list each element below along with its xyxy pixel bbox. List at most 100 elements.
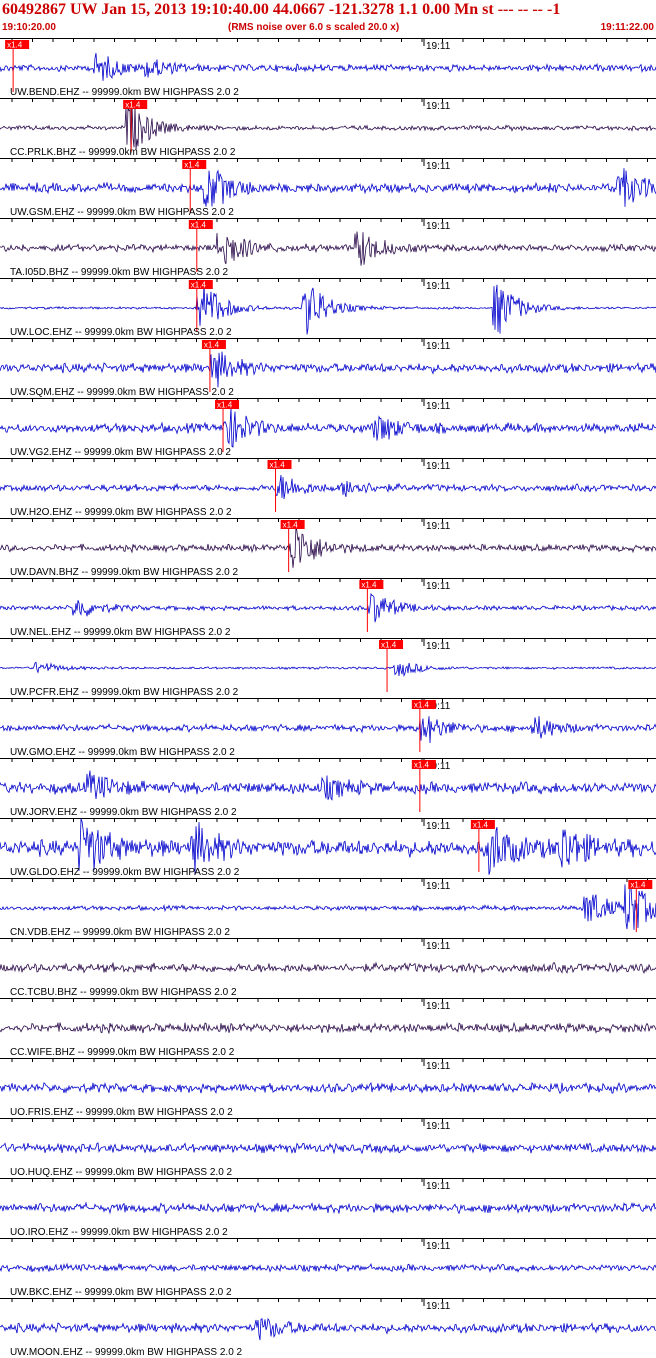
scaling-note: (RMS noise over 6.0 s scaled 20.0 x) xyxy=(228,22,400,33)
station-label: UW.BKC.EHZ -- 99999.0km BW HIGHPASS 2.0 … xyxy=(10,1287,232,1298)
waveform xyxy=(0,1317,656,1341)
station-label: UW.VG2.EHZ -- 99999.0km BW HIGHPASS 2.0 … xyxy=(10,447,231,458)
minute-tick-label: 19:11 xyxy=(426,1181,451,1192)
station-label: UW.PCFR.EHZ -- 99999.0km BW HIGHPASS 2.0… xyxy=(10,687,239,698)
station-label: UW.SQM.EHZ -- 99999.0km BW HIGHPASS 2.0 … xyxy=(10,387,234,398)
trace-panel: 19:11 x1.4 UW.PCFR.EHZ -- 99999.0km BW HIG… xyxy=(0,638,656,698)
minute-tick-label: 19:11 xyxy=(426,761,451,772)
station-label: UW.DAVN.BHZ -- 99999.0km BW HIGHPASS 2.0… xyxy=(10,567,238,578)
minute-tick-label: 19:11 xyxy=(426,1301,451,1312)
pick-flag xyxy=(411,760,436,769)
minute-tick-label: 19:11 xyxy=(426,461,451,472)
pick-flag xyxy=(411,700,436,709)
pick-label: x1.4 xyxy=(283,521,299,530)
trace-panel: 19:11 UO.FRIS.EHZ -- 99999.0km BW HIGHPAS… xyxy=(0,1058,656,1118)
minute-tick-label: 19:11 xyxy=(426,521,451,532)
end-time: 19:11:22.00 xyxy=(600,22,654,33)
pick-label: x1.4 xyxy=(184,161,200,170)
pick-flag xyxy=(267,460,292,469)
waveform xyxy=(0,407,656,448)
pick-label: x1.4 xyxy=(125,101,141,110)
waveform xyxy=(0,661,656,678)
minute-tick-label: 19:11 xyxy=(426,1241,451,1252)
waveform xyxy=(0,716,656,744)
station-label: CC.WIFE.BHZ -- 99999.0km BW HIGHPASS 2.0… xyxy=(10,1047,235,1058)
station-label: UW.JORV.EHZ -- 99999.0km BW HIGHPASS 2.0… xyxy=(10,807,237,818)
station-label: UW.GMO.EHZ -- 99999.0km BW HIGHPASS 2.0 … xyxy=(10,747,235,758)
station-label: UW.MOON.EHZ -- 99999.0km BW HIGHPASS 2.0… xyxy=(10,1347,243,1358)
trace-panel: 19:11 UW.BKC.EHZ -- 99999.0km BW HIGHPASS… xyxy=(0,1238,656,1298)
waveform xyxy=(0,961,656,975)
station-label: UW.GLDO.EHZ -- 99999.0km BW HIGHPASS 2.0… xyxy=(10,867,240,878)
trace-panel: 19:11 x1.4 UW.LOC.EHZ -- 99999.0km BW HIGH… xyxy=(0,278,656,338)
waveform xyxy=(0,1262,656,1274)
trace-panel: 19:11 x1.4 TA.I05D.BHZ -- 99999.0km BW HIG… xyxy=(0,218,656,278)
minute-tick-label: 19:11 xyxy=(426,821,451,832)
event-title: 60492867 UW Jan 15, 2013 19:10:40.00 44.… xyxy=(2,1,561,18)
pick-flag xyxy=(123,100,148,109)
waveform xyxy=(0,1021,656,1034)
minute-tick-label: 19:11 xyxy=(426,221,451,232)
minute-tick-label: 19:11 xyxy=(426,161,451,172)
station-label: UW.NEL.EHZ -- 99999.0km BW HIGHPASS 2.0 … xyxy=(10,627,231,638)
station-label: CN.VDB.EHZ -- 99999.0km BW HIGHPASS 2.0 … xyxy=(10,927,230,938)
pick-flag xyxy=(188,280,213,289)
minute-tick-label: 19:11 xyxy=(426,41,451,52)
waveform xyxy=(0,475,656,500)
waveform xyxy=(0,523,656,568)
pick-flag xyxy=(470,820,495,829)
trace-panel: 19:11 x1.4 CC.PRLK.BHZ -- 99999.0km BW HIG… xyxy=(0,98,656,158)
minute-tick-label: 19:11 xyxy=(426,1121,451,1132)
waveform xyxy=(0,351,656,388)
minute-tick-label: 19:11 xyxy=(426,1001,451,1012)
station-label: CC.TCBU.BHZ -- 99999.0km BW HIGHPASS 2.0… xyxy=(10,987,237,998)
trace-panel: 19:11 x1.4 UW.DAVN.BHZ -- 99999.0km BW HIG… xyxy=(0,518,656,578)
trace-panel: 19:11 x1.4 CN.VDB.EHZ -- 99999.0km BW HIGH… xyxy=(0,878,656,938)
trace-panel: 19:11 x1.4 UW.H2O.EHZ -- 99999.0km BW HIGH… xyxy=(0,458,656,518)
waveform xyxy=(0,102,656,154)
minute-tick-label: 19:11 xyxy=(426,701,451,712)
waveform xyxy=(0,770,656,801)
station-label: UW.H2O.EHZ -- 99999.0km BW HIGHPASS 2.0 … xyxy=(10,507,232,518)
station-label: UW.GSM.EHZ -- 99999.0km BW HIGHPASS 2.0 … xyxy=(10,207,234,218)
trace-panel: 19:11 x1.4 UW.NEL.EHZ -- 99999.0km BW HIGH… xyxy=(0,578,656,638)
waveform xyxy=(0,283,656,335)
trace-panel: 19:11 UO.HUQ.EHZ -- 99999.0km BW HIGHPASS… xyxy=(0,1118,656,1178)
minute-tick-label: 19:11 xyxy=(426,941,451,952)
trace-panel: 19:11 x1.4 UW.GSM.EHZ -- 99999.0km BW HIGH… xyxy=(0,158,656,218)
minute-tick-label: 19:11 xyxy=(426,101,451,112)
trace-panel: 19:11 x1.4 UW.GLDO.EHZ -- 99999.0km BW HIG… xyxy=(0,818,656,878)
station-label: UW.BEND.EHZ -- 99999.0km BW HIGHPASS 2.0… xyxy=(10,87,239,98)
pick-flag xyxy=(379,640,404,649)
pick-label: x1.4 xyxy=(361,581,377,590)
start-time: 19:10:20.00 xyxy=(2,22,56,33)
minute-tick-label: 19:11 xyxy=(426,641,451,652)
pick-label: x1.4 xyxy=(381,641,397,650)
pick-label: x1.4 xyxy=(270,461,286,470)
pick-label: x1.4 xyxy=(473,821,489,830)
pick-flag xyxy=(215,400,240,409)
waveform xyxy=(0,168,656,207)
station-label: UO.HUQ.EHZ -- 99999.0km BW HIGHPASS 2.0 … xyxy=(10,1167,233,1178)
waveform xyxy=(0,1142,656,1155)
minute-tick-label: 19:11 xyxy=(426,581,451,592)
pick-flag xyxy=(201,340,226,349)
minute-tick-label: 19:11 xyxy=(426,341,451,352)
trace-panel: 19:11 CC.WIFE.BHZ -- 99999.0km BW HIGHPAS… xyxy=(0,998,656,1058)
pick-flag xyxy=(188,220,213,229)
trace-panel: 19:11 UO.IRO.EHZ -- 99999.0km BW HIGHPASS… xyxy=(0,1178,656,1238)
waveform xyxy=(0,818,656,875)
pick-label: x1.4 xyxy=(630,881,646,890)
waveform xyxy=(0,1201,656,1215)
pick-flag xyxy=(359,580,384,589)
station-label: UO.FRIS.EHZ -- 99999.0km BW HIGHPASS 2.0… xyxy=(10,1107,233,1118)
pick-label: x1.4 xyxy=(414,701,430,710)
pick-label: x1.4 xyxy=(204,341,220,350)
waveform xyxy=(0,1081,656,1095)
trace-panel: 19:11 x1.4 UW.SQM.EHZ -- 99999.0km BW HIGH… xyxy=(0,338,656,398)
minute-tick-label: 19:11 xyxy=(426,401,451,412)
trace-panel: 19:11 x1.4 UW.VG2.EHZ -- 99999.0km BW HIGH… xyxy=(0,398,656,458)
station-label: TA.I05D.BHZ -- 99999.0km BW HIGHPASS 2.0… xyxy=(10,267,228,278)
